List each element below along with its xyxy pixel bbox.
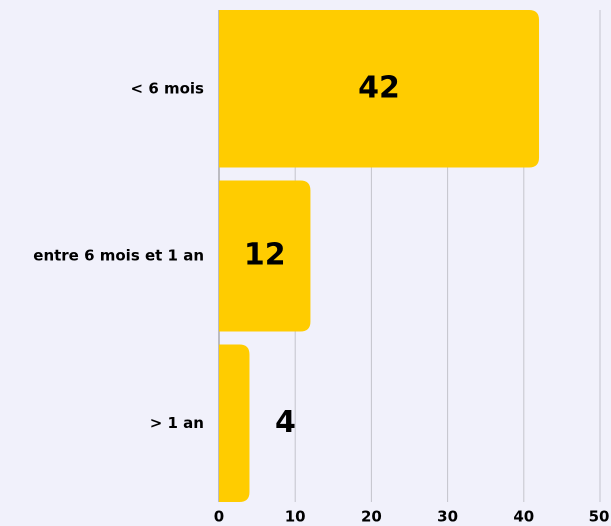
x-tick-label: 50: [589, 508, 610, 526]
data-label: 42: [358, 70, 400, 105]
x-tick-label: 30: [437, 508, 458, 526]
category-label: > 1 an: [150, 414, 204, 432]
bar: [219, 10, 540, 168]
x-tick-label: 20: [361, 508, 382, 526]
x-tick-label: 40: [513, 508, 534, 526]
data-label: 4: [275, 405, 296, 440]
category-label: entre 6 mois et 1 an: [33, 247, 204, 265]
x-tick-label: 0: [214, 508, 224, 526]
data-label: 12: [244, 238, 286, 273]
bar: [219, 180, 311, 332]
x-tick-label: 10: [285, 508, 306, 526]
category-label: < 6 mois: [131, 79, 205, 97]
bar: [219, 344, 250, 502]
